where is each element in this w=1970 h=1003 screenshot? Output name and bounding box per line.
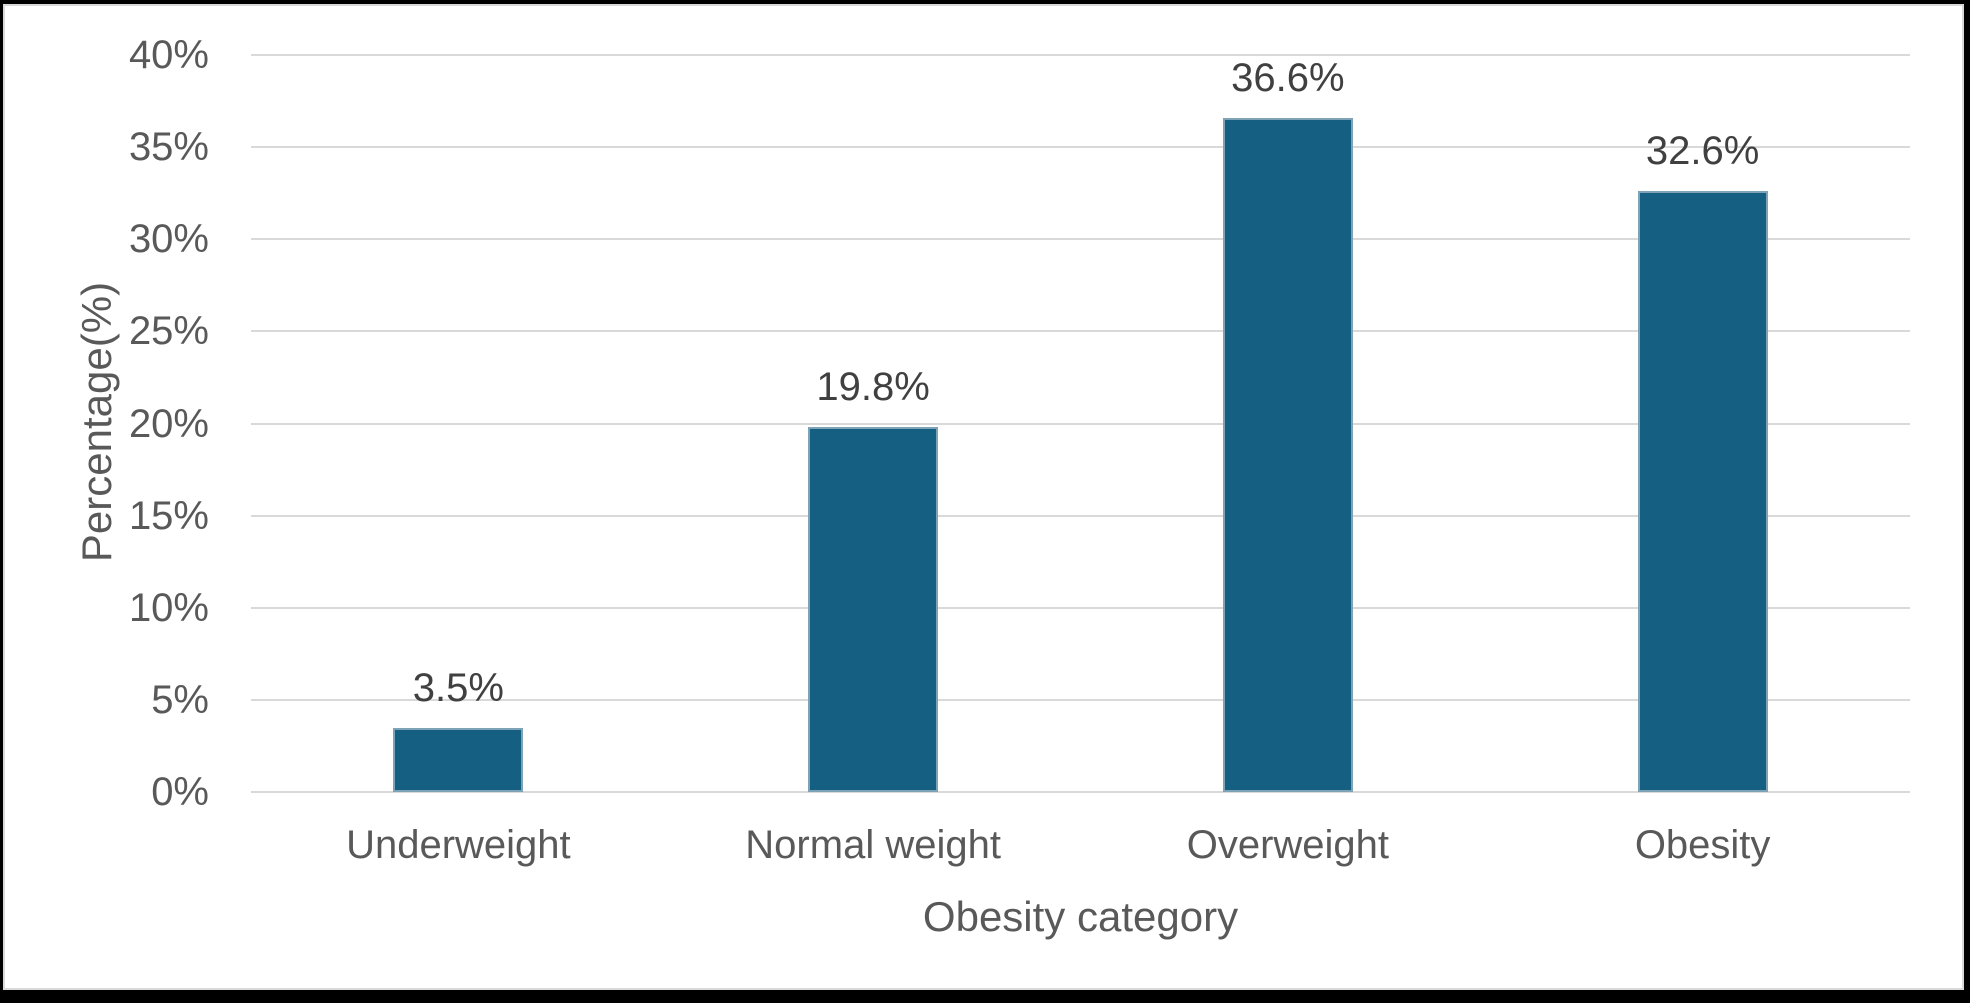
- x-axis-category-overweight: Overweight: [1186, 823, 1390, 867]
- y-axis-tick-label: 10%: [128, 585, 209, 630]
- gridline: [251, 146, 1910, 149]
- gridline: [251, 238, 1910, 241]
- data-label-normal-weight: 19.8%: [816, 365, 930, 410]
- data-label-obesity: 32.6%: [1645, 129, 1760, 174]
- y-axis-tick-label: 40%: [128, 33, 209, 77]
- gridline: [251, 330, 1910, 333]
- y-axis-tick-label: 35%: [128, 125, 209, 170]
- gridline: [251, 514, 1910, 517]
- bar-underweight: [393, 727, 524, 792]
- y-axis-tick-label: 5%: [151, 677, 209, 722]
- y-axis-tick-label: 15%: [128, 493, 209, 538]
- x-axis-category-obesity: Obesity: [1634, 823, 1771, 867]
- y-axis-tick-label: 0%: [151, 770, 209, 814]
- data-label-underweight: 3.5%: [412, 665, 504, 710]
- gridline: [251, 422, 1910, 425]
- y-axis-tick-label: 20%: [128, 401, 209, 446]
- bar-chart: Percentage(%) Obesity category 0% 5% 10% 15…: [3, 4, 1964, 990]
- gridline: [251, 791, 1910, 793]
- y-axis-tick-label: 25%: [128, 309, 209, 354]
- bar-overweight: [1222, 117, 1353, 792]
- gridline: [251, 698, 1910, 701]
- x-axis-category-underweight: Underweight: [346, 823, 571, 867]
- gridline: [251, 54, 1910, 56]
- bar-normal-weight: [808, 427, 939, 792]
- data-label-overweight: 36.6%: [1231, 55, 1345, 100]
- y-axis-tick-label: 30%: [128, 217, 209, 262]
- bar-obesity: [1637, 191, 1768, 792]
- x-axis-title: Obesity category: [922, 893, 1239, 940]
- gridline: [251, 606, 1910, 609]
- x-axis-category-normal-weight: Normal weight: [745, 823, 1001, 867]
